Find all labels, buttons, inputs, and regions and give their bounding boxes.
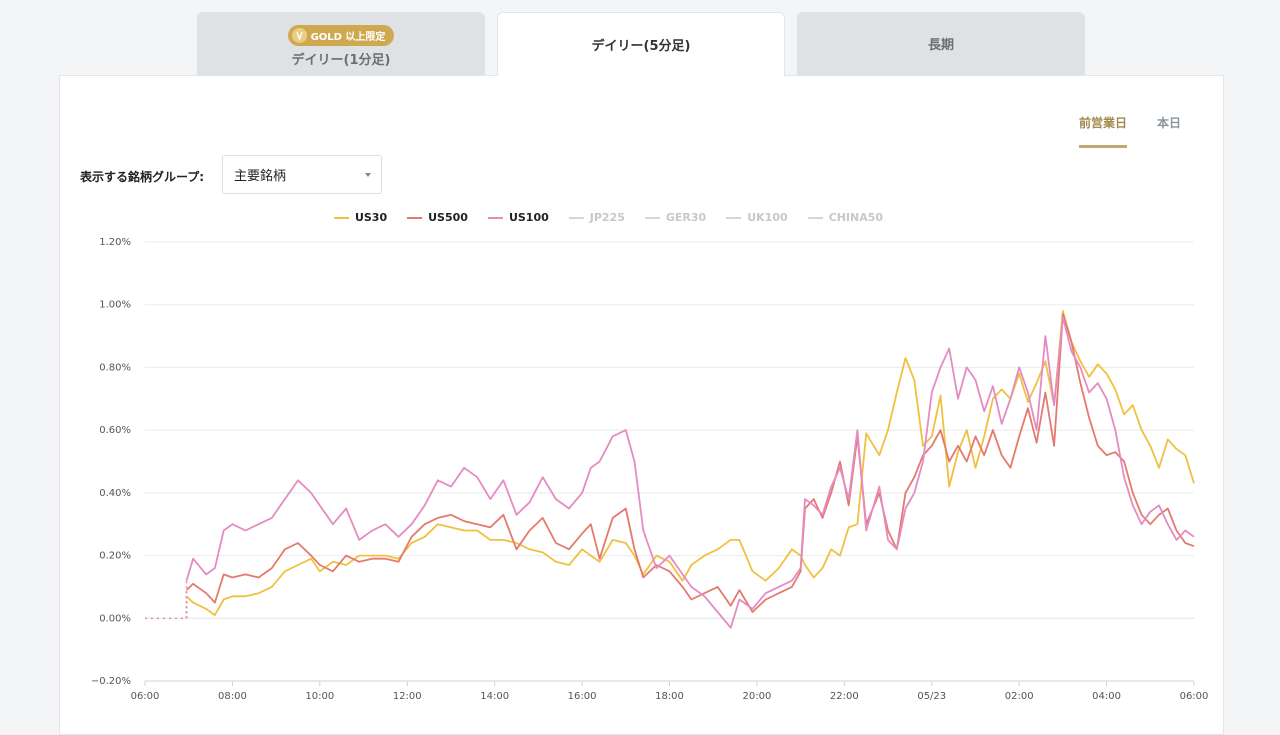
y-tick-label: −0.20% bbox=[91, 676, 131, 687]
legend-label: US100 bbox=[508, 211, 549, 224]
x-tick-label: 05/23 bbox=[917, 691, 946, 702]
legend-item-ger30[interactable]: GER30 bbox=[644, 211, 707, 224]
x-tick-label: 22:00 bbox=[830, 691, 859, 702]
x-tick-label: 20:00 bbox=[743, 691, 772, 702]
y-tick-label: 0.00% bbox=[99, 613, 131, 624]
tab-daily-1min[interactable]: GOLD 以上限定 デイリー(1分足) bbox=[197, 12, 485, 75]
legend-swatch bbox=[487, 216, 503, 219]
tab-label: デイリー(1分足) bbox=[291, 53, 391, 68]
legend-item-us500[interactable]: US500 bbox=[407, 211, 468, 224]
legend-swatch bbox=[333, 216, 349, 219]
group-label: 表示する銘柄グループ: bbox=[80, 170, 205, 184]
x-tick-label: 18:00 bbox=[655, 691, 684, 702]
y-tick-label: 0.60% bbox=[99, 425, 131, 436]
series-line-us100 bbox=[185, 316, 1195, 629]
x-tick-label: 04:00 bbox=[1092, 691, 1121, 702]
legend-item-us30[interactable]: US30 bbox=[333, 211, 388, 224]
legend-item-us100[interactable]: US100 bbox=[487, 211, 549, 224]
legend-item-china50[interactable]: CHINA50 bbox=[807, 211, 884, 224]
legend-swatch bbox=[807, 216, 823, 219]
today-button[interactable]: 本日 bbox=[1156, 116, 1181, 130]
medal-icon bbox=[291, 28, 307, 43]
line-chart: −0.20% 0.00% 0.20% 0.40% 0.60% 0.80% 1.00% 1.20… bbox=[91, 237, 1209, 702]
group-select[interactable]: 主要銘柄 bbox=[222, 155, 382, 194]
legend-item-uk100[interactable]: UK100 bbox=[726, 211, 788, 224]
group-select-value: 主要銘柄 bbox=[234, 169, 287, 184]
legend-item-jp225[interactable]: JP225 bbox=[568, 211, 625, 224]
y-tick-label: 0.20% bbox=[99, 551, 131, 562]
page: GOLD 以上限定 デイリー(1分足) デイリー(5分足) 長期 前営業日 本日… bbox=[45, 0, 1235, 735]
legend-label: GER30 bbox=[665, 211, 707, 224]
legend-label: US30 bbox=[354, 211, 388, 224]
tab-long-term[interactable]: 長期 bbox=[797, 12, 1085, 75]
x-tick-label: 14:00 bbox=[480, 691, 509, 702]
y-tick-label: 1.20% bbox=[99, 237, 131, 248]
y-tick-label: 0.80% bbox=[99, 362, 131, 373]
legend-label: CHINA50 bbox=[828, 211, 884, 224]
gold-badge-label: GOLD 以上限定 bbox=[310, 32, 386, 43]
day-toggle: 前営業日 本日 bbox=[1078, 114, 1181, 148]
previous-day-button[interactable]: 前営業日 bbox=[1078, 114, 1127, 148]
gold-badge: GOLD 以上限定 bbox=[287, 25, 395, 46]
x-tick-label: 16:00 bbox=[568, 691, 597, 702]
legend-swatch bbox=[726, 216, 742, 219]
x-tick-label: 10:00 bbox=[305, 691, 334, 702]
legend-swatch bbox=[568, 216, 584, 219]
tab-daily-5min[interactable]: デイリー(5分足) bbox=[497, 12, 785, 76]
legend-swatch bbox=[407, 216, 423, 219]
legend-label: JP225 bbox=[589, 211, 625, 224]
x-tick-label: 02:00 bbox=[1005, 691, 1034, 702]
y-tick-label: 1.00% bbox=[99, 300, 131, 311]
chevron-down-icon bbox=[365, 173, 371, 177]
chart-panel: 前営業日 本日 表示する銘柄グループ: 主要銘柄 US30 US500 US100 J… bbox=[59, 75, 1224, 735]
x-tick-label: 12:00 bbox=[393, 691, 422, 702]
chart-legend: US30 US500 US100 JP225 GER30 UK100 CHINA50 bbox=[27, 211, 1190, 224]
legend-label: UK100 bbox=[747, 211, 788, 224]
tab-label: 長期 bbox=[927, 38, 954, 53]
x-tick-label: 06:00 bbox=[131, 691, 160, 702]
x-tick-label: 08:00 bbox=[218, 691, 247, 702]
y-tick-label: 0.40% bbox=[99, 488, 131, 499]
series-line-us500 bbox=[185, 313, 1195, 613]
tab-label: デイリー(5分足) bbox=[591, 39, 691, 54]
x-tick-label: 06:00 bbox=[1180, 691, 1209, 702]
legend-label: US500 bbox=[428, 211, 468, 224]
legend-swatch bbox=[644, 216, 660, 219]
